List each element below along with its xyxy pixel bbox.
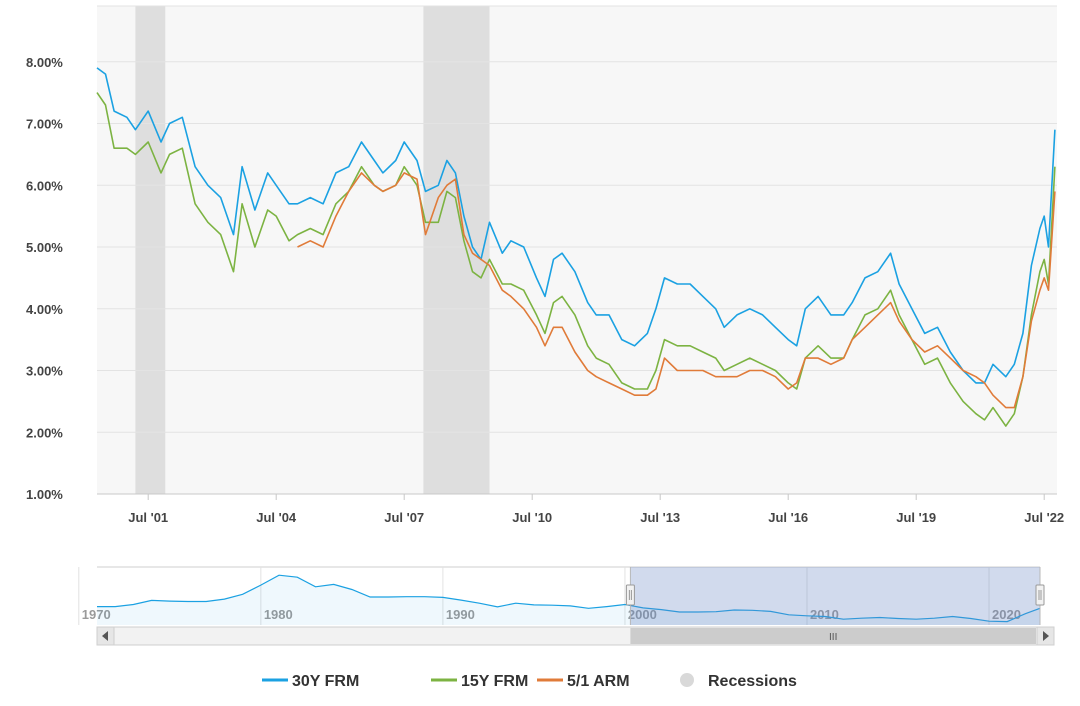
legend-label: 15Y FRM (461, 673, 528, 690)
y-tick-label: 8.00% (26, 55, 63, 70)
navigator-background (97, 567, 1040, 625)
x-tick-label: Jul '10 (512, 510, 552, 525)
x-tick-label: Jul '19 (896, 510, 936, 525)
y-tick-label: 5.00% (26, 240, 63, 255)
x-tick-label: Jul '07 (384, 510, 424, 525)
recession-band (423, 6, 490, 494)
arrow-left-icon (102, 631, 108, 641)
legend[interactable]: 30Y FRM 15Y FRM 5/1 ARM Recessions (262, 673, 797, 690)
x-tick-label: Jul '04 (256, 510, 297, 525)
scrollbar-thumb[interactable] (630, 628, 1036, 644)
legend-swatch (680, 673, 694, 687)
series-line-15y-frm (96, 92, 1056, 427)
scrollbar-grip: III (829, 632, 837, 643)
series-line-30y-frm (96, 67, 1056, 384)
series-line-5-1-arm (297, 172, 1056, 409)
navigator-year-label: 1980 (264, 607, 293, 622)
legend-label: 5/1 ARM (567, 673, 630, 690)
navigator[interactable]: 197019801990200020102020 (78, 566, 1045, 625)
y-tick-label: 4.00% (26, 302, 63, 317)
navigator-year-label: 1970 (82, 607, 111, 622)
navigator-area (97, 575, 1040, 625)
y-axis: 1.00% 2.00% 3.00% 4.00% 5.00% 6.00% 7.00% 8.00% (26, 55, 63, 502)
x-tick-label: Jul '13 (640, 510, 680, 525)
x-tick-label: Jul '16 (768, 510, 808, 525)
navigator-year-label: 2000 (628, 607, 657, 622)
legend-label: 30Y FRM (292, 673, 359, 690)
recession-bands (135, 6, 490, 494)
navigator-right-handle[interactable] (1035, 584, 1045, 606)
arrow-right-icon (1043, 631, 1049, 641)
x-tick-label: Jul '01 (128, 510, 168, 525)
navigator-selection[interactable] (630, 567, 1040, 625)
legend-item-5-1-arm[interactable]: 5/1 ARM (537, 673, 630, 690)
navigator-year-label: 2010 (810, 607, 839, 622)
y-tick-label: 6.00% (26, 178, 63, 193)
y-tick-label: 7.00% (26, 117, 63, 132)
y-tick-label: 2.00% (26, 425, 63, 440)
legend-item-15y-frm[interactable]: 15Y FRM (431, 673, 528, 690)
y-tick-label: 1.00% (26, 487, 63, 502)
x-tick-label: Jul '22 (1024, 510, 1064, 525)
navigator-left-handle[interactable] (625, 584, 635, 606)
scrollbar[interactable]: III (96, 626, 1055, 646)
x-axis: Jul '01 Jul '04 Jul '07 Jul '10 Jul '13 Jul '… (97, 493, 1064, 525)
plot-background (97, 6, 1057, 494)
legend-item-30y-frm[interactable]: 30Y FRM (262, 673, 359, 690)
y-tick-label: 3.00% (26, 364, 63, 379)
series-lines (96, 67, 1056, 427)
legend-item-recessions[interactable]: Recessions (680, 673, 797, 690)
legend-label: Recessions (708, 673, 797, 690)
navigator-year-label: 1990 (446, 607, 475, 622)
recession-band (135, 6, 166, 494)
navigator-series-line (97, 574, 1041, 623)
